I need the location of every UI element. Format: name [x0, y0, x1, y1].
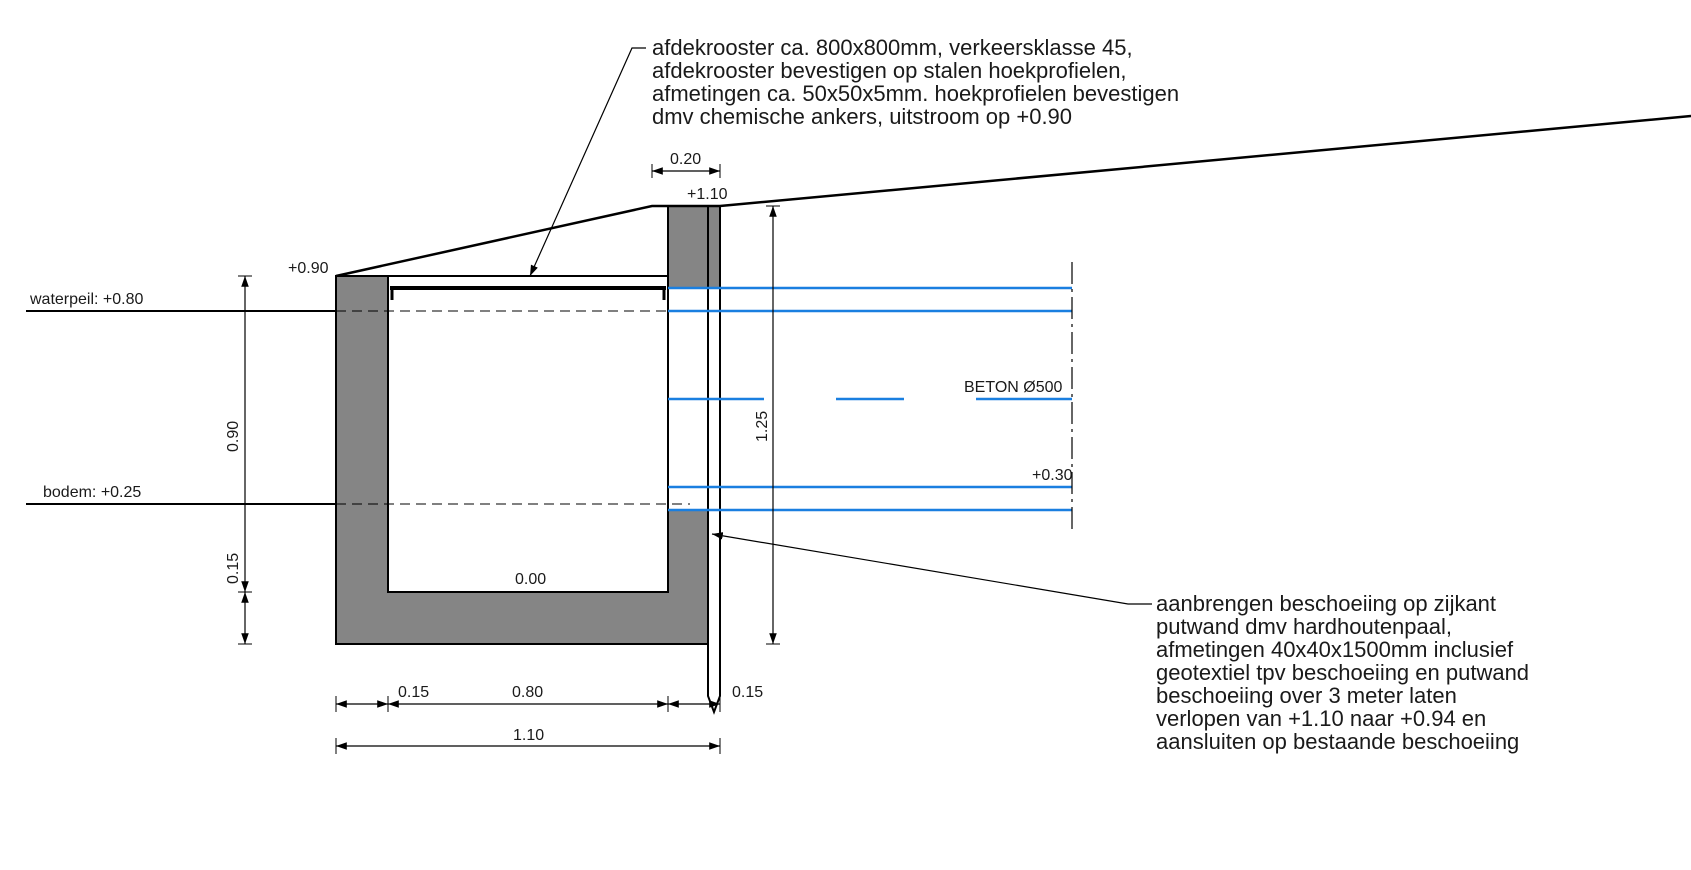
top-note-line-2: afdekrooster bevestigen op stalen hoekpr… — [652, 58, 1127, 83]
dim-value-height-090: 0.90 — [225, 421, 242, 452]
dim-right-vertical — [766, 205, 780, 645]
right-wall-top — [667, 205, 721, 289]
level-left-top: +0.90 — [288, 260, 329, 277]
dim-value-right-wall: 0.15 — [732, 684, 763, 701]
dim-value-total: 1.10 — [513, 727, 544, 744]
dim-value-left-wall: 0.15 — [398, 684, 429, 701]
top-note-line-3: afmetingen ca. 50x50x5mm. hoekprofielen … — [652, 81, 1179, 106]
side-note-line-6: verlopen van +1.10 naar +0.94 en — [1156, 706, 1486, 731]
side-note-line-2: putwand dmv hardhoutenpaal, — [1156, 614, 1452, 639]
manhole-section — [335, 205, 721, 645]
level-floor: 0.00 — [515, 571, 546, 588]
side-note-line-1: aanbrengen beschoeiing op zijkant — [1156, 591, 1496, 616]
top-note-leader — [529, 47, 646, 277]
dim-left-vertical — [238, 275, 252, 645]
dim-value-height-125: 1.25 — [754, 411, 771, 442]
top-note-line-1: afdekrooster ca. 800x800mm, verkeersklas… — [652, 35, 1133, 60]
dim-value-top-width: 0.20 — [670, 151, 701, 168]
bodem-label: bodem: +0.25 — [43, 484, 141, 501]
concrete-pipe — [668, 262, 1073, 532]
side-note-line-4: geotextiel tpv beschoeiing en putwand — [1156, 660, 1529, 685]
dim-value-inner: 0.80 — [512, 684, 543, 701]
side-note-line-7: aansluiten op bestaande beschoeiing — [1156, 729, 1519, 754]
dim-top-width — [651, 164, 721, 178]
manhole-concrete-body — [335, 275, 709, 645]
level-right-top: +1.10 — [687, 186, 728, 203]
side-note-line-5: beschoeiing over 3 meter laten — [1156, 683, 1457, 708]
level-pipe-invert: +0.30 — [1032, 467, 1073, 484]
dim-bottom-chain — [335, 696, 721, 712]
dim-value-height-015: 0.15 — [225, 553, 242, 584]
pipe-label: BETON Ø500 — [964, 379, 1063, 396]
side-note-line-3: afmetingen 40x40x1500mm inclusief — [1156, 637, 1514, 662]
ground-surface-line — [335, 114, 1691, 278]
dim-bottom-total — [335, 738, 721, 754]
side-note-leader — [711, 532, 1152, 605]
top-note-line-4: dmv chemische ankers, uitstroom op +0.90 — [652, 104, 1072, 129]
waterpeil-label: waterpeil: +0.80 — [29, 291, 144, 308]
